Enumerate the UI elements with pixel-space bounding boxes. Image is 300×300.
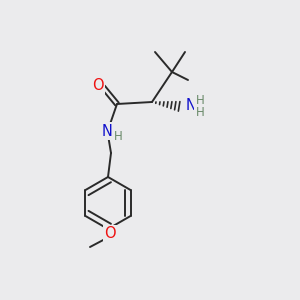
Text: N: N: [186, 98, 196, 113]
Text: N: N: [102, 124, 112, 139]
Text: H: H: [196, 106, 204, 119]
Text: O: O: [104, 226, 116, 242]
Text: O: O: [92, 79, 104, 94]
Text: H: H: [114, 130, 122, 143]
Text: H: H: [196, 94, 204, 106]
